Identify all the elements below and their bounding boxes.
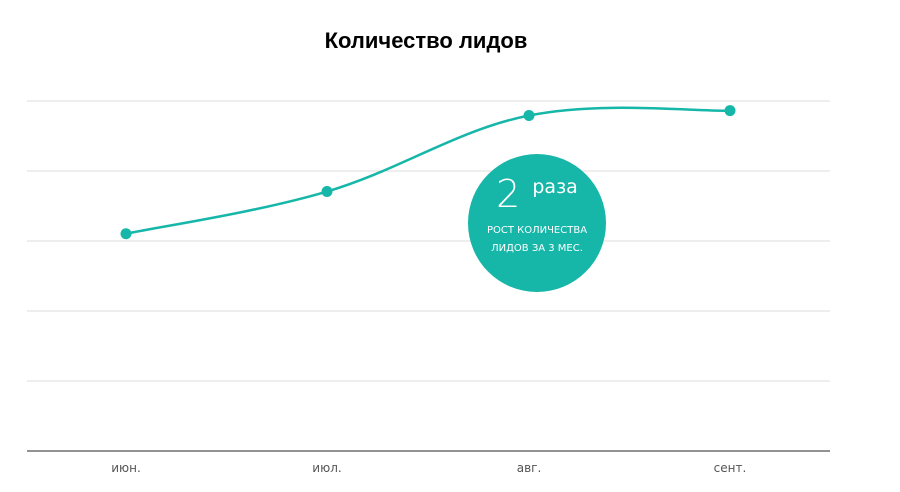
- gridlines: [27, 100, 830, 452]
- x-tick-label-4: сент.: [714, 461, 747, 475]
- data-point-4: [724, 105, 736, 117]
- chart-title: Количество лидов: [324, 28, 528, 53]
- x-tick-label-2: июл.: [312, 461, 341, 475]
- badge-caption: РОСТ КОЛИЧЕСТВА ЛИДОВ ЗА 3 МЕС.: [476, 222, 598, 258]
- badge-unit: раза: [532, 176, 578, 198]
- data-point-3: [523, 109, 535, 121]
- series-line-group: [125, 106, 731, 235]
- growth-badge: 2 раза РОСТ КОЛИЧЕСТВА ЛИДОВ ЗА 3 МЕС.: [468, 154, 606, 292]
- series-line: [125, 106, 731, 235]
- badge-caption-line-2: ЛИДОВ ЗА 3 МЕС.: [491, 243, 583, 254]
- badge-caption-line-1: РОСТ КОЛИЧЕСТВА: [486, 225, 588, 236]
- x-tick-label-3: авг.: [517, 461, 542, 475]
- data-point-2: [321, 186, 333, 198]
- data-points: [120, 105, 736, 240]
- x-tick-label-1: июн.: [111, 461, 141, 475]
- badge-number: 2: [496, 172, 521, 216]
- data-point-1: [120, 228, 132, 240]
- x-axis-tick-labels: июн. июл. авг. сент.: [111, 461, 746, 475]
